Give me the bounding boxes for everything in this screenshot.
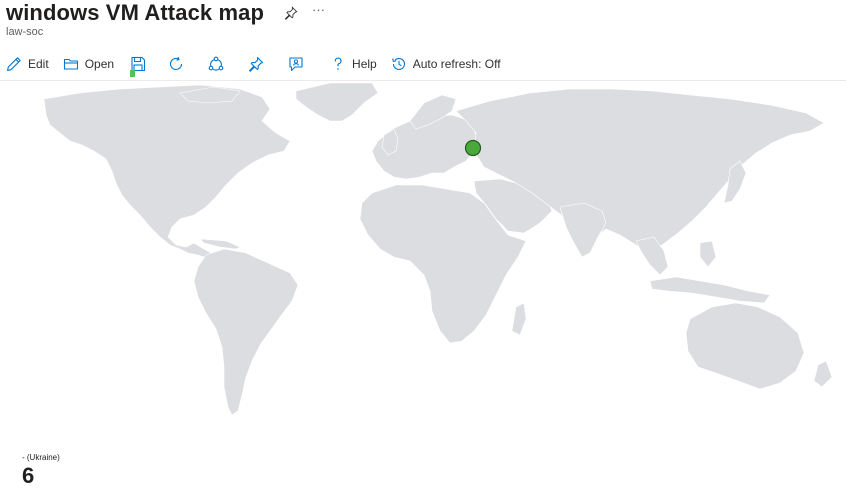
resource-subtitle: law-soc <box>6 26 44 38</box>
asia-landmass <box>455 88 825 252</box>
madagascar-landmass <box>511 302 527 336</box>
indonesia-landmass <box>649 276 771 304</box>
folder-open-icon <box>63 58 78 70</box>
more-options-button[interactable]: ··· <box>312 2 325 17</box>
scandinavia-landmass <box>409 94 457 130</box>
australia-landmass <box>685 302 805 390</box>
landmasses <box>43 82 833 416</box>
edit-icon <box>7 57 21 71</box>
legend-count: 6 <box>22 463 35 488</box>
attack-marker-ukraine[interactable] <box>464 139 482 157</box>
attack-map[interactable] <box>0 81 846 436</box>
share-icon <box>208 56 224 71</box>
africa-landmass <box>359 184 527 344</box>
feedback-icon <box>289 57 303 72</box>
history-icon <box>391 57 405 70</box>
save-icon <box>131 56 146 72</box>
open-label: Open <box>84 57 115 71</box>
refresh-button[interactable] <box>168 52 184 76</box>
arctic-islands-landmass <box>179 86 241 104</box>
world-map <box>43 82 833 416</box>
open-button[interactable]: Open <box>63 52 114 76</box>
southeast-asia-landmass <box>635 236 669 276</box>
toolbar: Edit Open <box>6 52 515 77</box>
north-america-landmass <box>43 84 291 260</box>
new-zealand-landmass <box>813 360 833 388</box>
auto-refresh-label: Auto refresh: Off <box>412 57 501 71</box>
pin-icon[interactable] <box>284 6 298 20</box>
pin-icon <box>249 56 264 72</box>
greenland-landmass <box>295 82 379 122</box>
india-landmass <box>559 202 607 258</box>
share-button[interactable] <box>208 52 224 76</box>
legend-label: - (Ukraine) <box>22 453 60 462</box>
feedback-button[interactable] <box>288 52 304 76</box>
uk-landmass <box>381 128 399 156</box>
japan-landmass <box>723 160 747 204</box>
edit-button[interactable]: Edit <box>6 52 49 76</box>
help-button[interactable]: Help <box>330 52 377 76</box>
edit-label: Edit <box>28 57 49 71</box>
auto-refresh-button[interactable]: Auto refresh: Off <box>391 52 501 76</box>
help-icon <box>334 57 342 70</box>
page-title: windows VM Attack map <box>6 0 264 25</box>
toolbar-divider <box>0 80 846 81</box>
unsaved-marker <box>130 70 136 77</box>
help-label: Help <box>352 57 377 71</box>
save-button[interactable] <box>130 52 146 77</box>
refresh-icon <box>170 56 183 70</box>
pin-dashboard-button[interactable] <box>248 52 264 76</box>
title-row: windows VM Attack map ··· <box>6 0 325 26</box>
caribbean-landmass <box>199 238 241 250</box>
philippines-landmass <box>699 240 717 268</box>
south-america-landmass <box>193 248 299 416</box>
